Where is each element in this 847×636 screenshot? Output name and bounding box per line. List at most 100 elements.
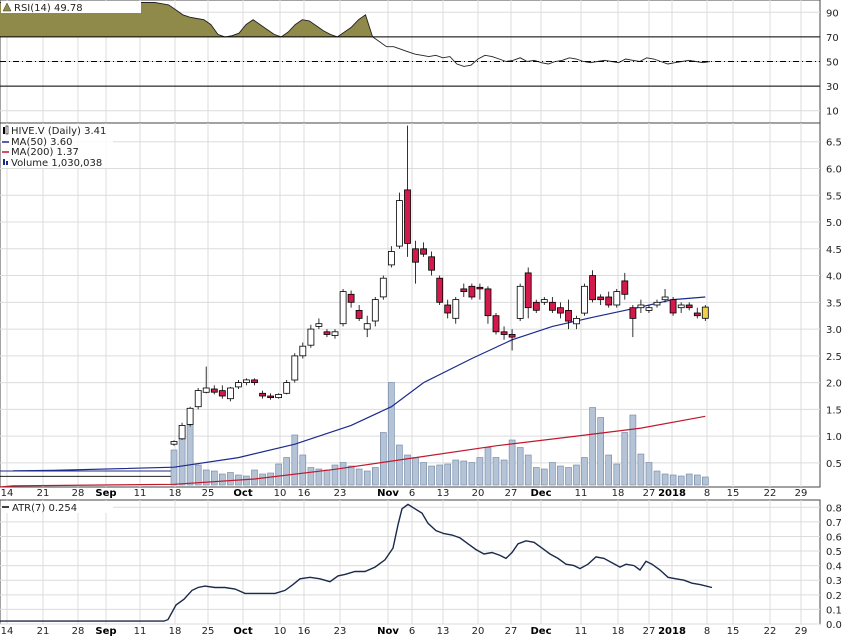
date-tick-label: 13 [437,488,450,499]
price-legend-label: HIVE.V (Daily) 3.41 [11,126,106,137]
candle [484,286,492,324]
candle [170,440,178,446]
volume-bar [532,467,540,486]
rsi-y-tick-label: 70 [826,33,839,44]
volume-bar [484,447,492,486]
date-axis-bottom: 14 21 28 Sep 11 18 25 Oct 10 16 23 Nov 6 13 20 27 Dec 11 1… [1,626,808,636]
date-tick-label: 29 [795,626,808,636]
volume-bar [476,457,484,486]
date-tick-label: Sep [95,488,116,499]
price-y-tick-label: 3.0 [826,325,842,336]
price-y-tick-label: 1.5 [826,405,842,416]
volume-bar [524,454,532,486]
date-tick-label: 6 [409,626,415,636]
candle [565,299,572,330]
rsi-panel: 10 30 50 70 90 RSI(14) 49.78 [0,0,839,124]
ma50-legend-row: MA(50) 3.60 [2,137,72,148]
volume-bar [363,470,371,486]
volume-bar [557,465,564,486]
volume-bar [291,434,299,486]
ma50-legend-label: MA(50) 3.60 [11,137,72,148]
volume-bar [597,417,605,486]
volume-bar [379,432,387,486]
candle [404,125,411,257]
volume-bar [661,473,669,486]
candle [347,290,355,308]
price-y-tick-label: 5.0 [826,218,842,229]
candle [589,270,596,303]
candle [387,246,395,268]
atr-legend-label: ATR(7) 0.254 [12,503,77,514]
candle [613,288,621,308]
date-tick-label: 18 [612,626,625,636]
candle [669,296,677,316]
date-tick-label: 11 [134,626,147,636]
rsi-legend-bg [1,1,141,13]
price-y-tick-label: 4.5 [826,245,842,256]
price-y-tick-label: 6.0 [826,165,842,176]
candle [299,342,307,359]
volume-bar [693,474,701,486]
atr-y-tick-label: 0.1 [826,605,842,616]
volume-bar [178,432,186,486]
volume-bar [669,474,677,486]
candle [557,302,564,319]
volume-bar [219,473,226,486]
volume-bar [436,464,444,486]
date-tick-label: 10 [274,626,287,636]
volume-legend-label: Volume 1,030,038 [11,158,102,169]
date-tick-label: 2018 [658,488,686,499]
candle [379,275,387,300]
date-tick-label: 14 [1,626,14,636]
date-tick-label: Sep [95,626,116,636]
price-y-tick-label: 0.5 [826,459,842,470]
candle [452,296,460,324]
volume-bar [428,465,435,486]
date-tick-label: 29 [795,488,808,499]
volume-bar [685,473,693,486]
candle [516,283,524,322]
candle [645,305,653,314]
volume-bar [202,469,210,486]
volume-bar [339,462,347,486]
volume-bar [701,476,709,486]
atr-y-tick-label: 0.2 [826,591,842,602]
candle [210,385,218,395]
candle [661,288,669,303]
candle [605,291,613,308]
volume-bar [307,467,315,486]
candle [186,406,194,427]
date-tick-label: 13 [437,626,450,636]
volume-bar [194,464,202,486]
candle [355,305,363,322]
rsi-legend-icon [2,2,12,12]
date-tick-label: 16 [298,626,311,636]
volume-bar [645,462,653,486]
rsi-y-tick-label: 90 [826,8,839,19]
price-panel: 0.51.01.52.02.53.03.54.04.55.05.56.06.5 … [0,122,842,488]
volume-bar [227,472,234,486]
atr-panel: 0.0 0.1 0.2 0.3 0.4 0.5 0.6 0.7 0.8 ATR(7) 0.254 [0,499,842,631]
date-tick-label: 18 [169,626,182,636]
date-tick-label: 11 [575,488,588,499]
date-tick-label: Dec [530,488,551,499]
candle [323,329,331,338]
candle [444,299,452,319]
date-tick-label: 27 [643,626,656,636]
volume-bar [323,469,331,486]
candle [371,296,379,327]
candle-legend-icon [3,127,5,134]
candle [540,296,548,305]
price-y-tick-label: 1.0 [826,432,842,443]
candle [492,313,500,335]
candle [226,386,234,402]
candle [701,305,709,322]
candle [460,283,468,297]
volume-bar [299,454,307,486]
date-tick-label: 15 [727,626,740,636]
atr-y-tick-label: 0.3 [826,576,842,587]
date-tick-label: 23 [334,626,347,636]
date-tick-label: 27 [505,626,518,636]
volume-bar [186,422,194,486]
date-tick-label: Nov [377,626,399,636]
